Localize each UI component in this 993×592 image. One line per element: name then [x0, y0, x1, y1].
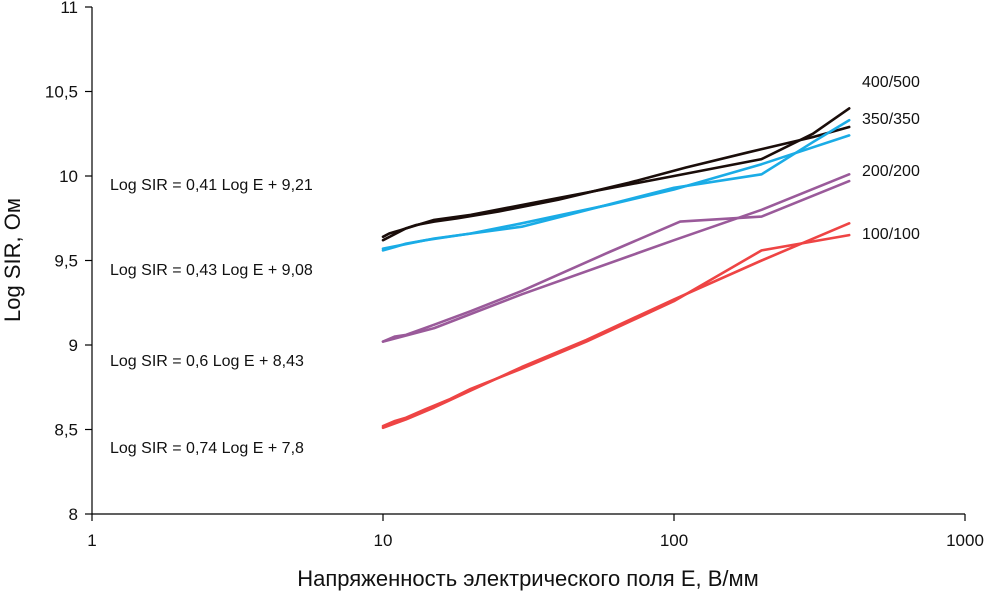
y-axis-ticks: 8 8,5 9 9,5 10 10,5 11 — [45, 0, 92, 524]
series-label-200-200: 200/200 — [862, 163, 920, 180]
equation-label: Log SIR = 0,43 Log E + 9,08 — [110, 262, 313, 279]
y-tick-label: 10,5 — [45, 83, 78, 102]
x-axis-title: Напряженность электрического поля E, В/м… — [297, 566, 759, 591]
y-tick-label: 8,5 — [54, 421, 78, 440]
series-350-350 — [381, 118, 851, 252]
equation-label: Log SIR = 0,6 Log E + 8,43 — [110, 353, 304, 370]
series-line-100-100 — [381, 222, 851, 430]
series-400-500 — [381, 107, 851, 242]
equation-label: Log SIR = 0,74 Log E + 7,8 — [110, 440, 304, 457]
series-group — [381, 107, 851, 430]
y-tick-label: 9,5 — [54, 252, 78, 271]
y-axis-title: Log SIR, Ом — [0, 198, 25, 322]
series-line-200-200 — [381, 173, 851, 343]
series-label-100-100: 100/100 — [862, 226, 920, 243]
series-label-350-350: 350/350 — [862, 111, 920, 128]
equation-label: Log SIR = 0,41 Log E + 9,21 — [110, 177, 313, 194]
series-line-100-100 — [381, 233, 851, 428]
y-tick-label: 10 — [59, 167, 78, 186]
equation-annotations: Log SIR = 0,41 Log E + 9,21 Log SIR = 0,4… — [110, 177, 313, 457]
y-tick-label: 11 — [60, 0, 78, 17]
series-line-350-350 — [381, 134, 851, 252]
x-tick-label: 1 — [87, 531, 96, 550]
x-axis-ticks: 1 10 100 1000 — [87, 514, 984, 550]
series-200-200 — [381, 173, 851, 343]
series-line-400-500 — [381, 125, 851, 239]
y-tick-label: 8 — [69, 505, 78, 524]
series-label-400-500: 400/500 — [862, 74, 920, 91]
plot-axes — [91, 7, 965, 515]
series-line-350-350 — [381, 118, 851, 250]
series-line-400-500 — [381, 107, 851, 242]
series-labels: 400/500 350/350 200/200 100/100 — [862, 74, 920, 243]
x-tick-label: 100 — [660, 531, 688, 550]
y-tick-label: 9 — [69, 336, 78, 355]
x-tick-label: 1000 — [946, 531, 984, 550]
series-100-100 — [381, 222, 851, 430]
x-tick-label: 10 — [374, 531, 393, 550]
